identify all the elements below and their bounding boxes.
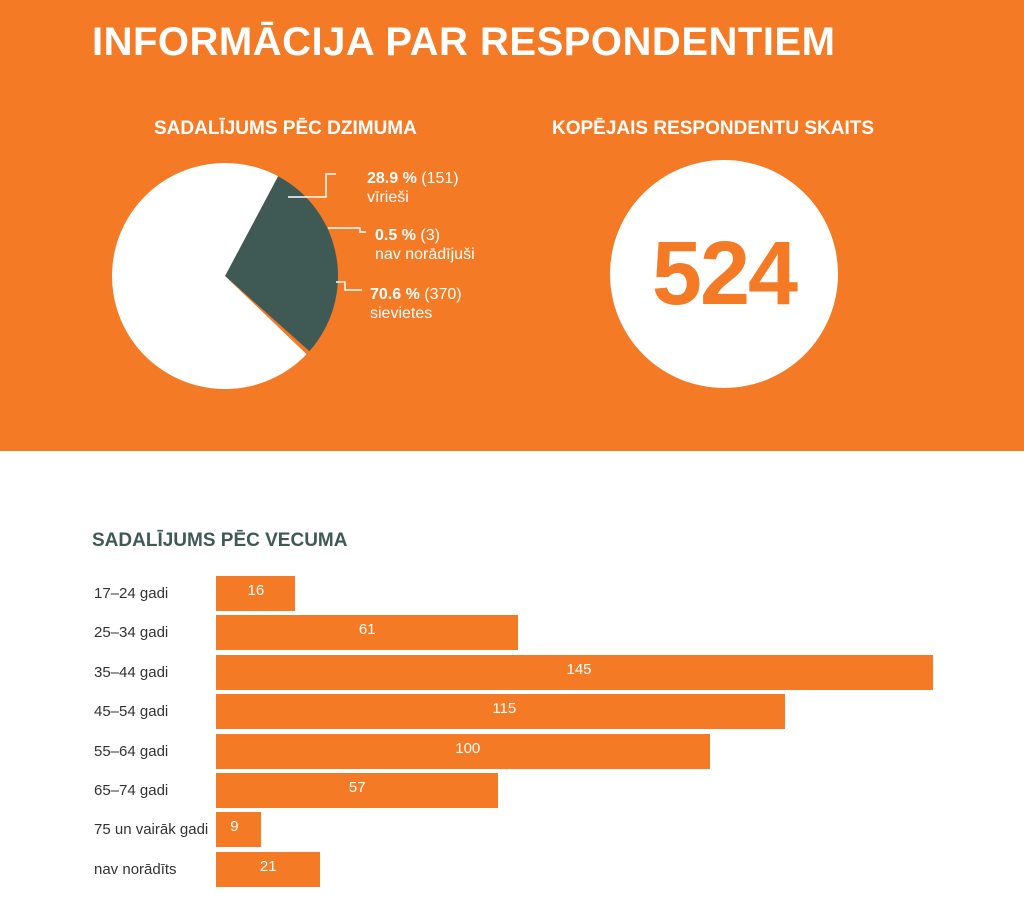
slice-name: nav norādījuši: [375, 246, 475, 263]
page-title: INFORMĀCIJA PAR RESPONDENTIEM: [92, 20, 836, 64]
total-circle: 524: [610, 160, 838, 388]
age-bar: [216, 615, 518, 651]
age-bar-value: 21: [259, 857, 277, 875]
age-bar-value: 115: [492, 700, 517, 718]
age-category-label: 17–24 gadi: [94, 585, 169, 602]
gender-pie-chart: [111, 162, 366, 390]
age-bar: [216, 812, 261, 848]
age-category-label: 35–44 gadi: [94, 663, 169, 681]
leader-line: [336, 281, 362, 291]
leader-line: [288, 173, 336, 198]
age-bar-value: 145: [566, 660, 592, 678]
slice-pct: 28.9 %: [367, 170, 417, 187]
age-chart-title: SADALĪJUMS PĒC VECUMA: [92, 530, 348, 551]
slice-name: sievietes: [370, 305, 433, 322]
leader-line: [328, 227, 366, 233]
age-bar: [216, 576, 296, 611]
age-category-label: 55–64 gadi: [94, 742, 169, 760]
total-title: KOPĒJAIS RESPONDENTU SKAITS: [552, 118, 874, 139]
pie-slice-female: [111, 162, 307, 390]
slice-label-female: 70.6 % (370) sievietes: [370, 285, 462, 323]
slice-label-unspecified: 0.5 % (3) nav norādījuši: [375, 226, 475, 264]
total-value: 524: [651, 224, 798, 324]
age-bar: [216, 733, 711, 769]
pie-slice-unspecified: [225, 276, 310, 355]
slice-pct: 70.6 %: [370, 286, 420, 303]
age-bar-value: 57: [348, 779, 366, 796]
age-category-label: 25–34 gadi: [94, 624, 169, 642]
gender-chart-title: SADALĪJUMS PĒC DZIMUMA: [154, 118, 417, 139]
age-category-label: nav norādīts: [94, 860, 177, 878]
slice-name: vīrieši: [367, 189, 409, 206]
pie-slice-male: [225, 176, 338, 352]
slice-count: (151): [421, 170, 459, 187]
age-bar: [216, 851, 320, 887]
age-bar-value: 16: [247, 582, 265, 599]
age-category-label: 65–74 gadi: [94, 782, 169, 799]
age-bar-value: 61: [358, 621, 376, 639]
age-bar: [216, 694, 785, 730]
age-bar-value: 100: [455, 739, 481, 757]
age-bar: [216, 654, 933, 690]
age-bar-value: 9: [230, 818, 239, 836]
slice-count: (370): [424, 286, 462, 303]
age-bar: [216, 773, 498, 808]
age-category-label: 75 un vairāk gadi: [94, 821, 209, 839]
slice-pct: 0.5 %: [375, 227, 416, 244]
age-category-label: 45–54 gadi: [94, 703, 169, 721]
slice-label-male: 28.9 % (151) vīrieši: [367, 169, 459, 207]
slice-count: (3): [420, 227, 440, 244]
